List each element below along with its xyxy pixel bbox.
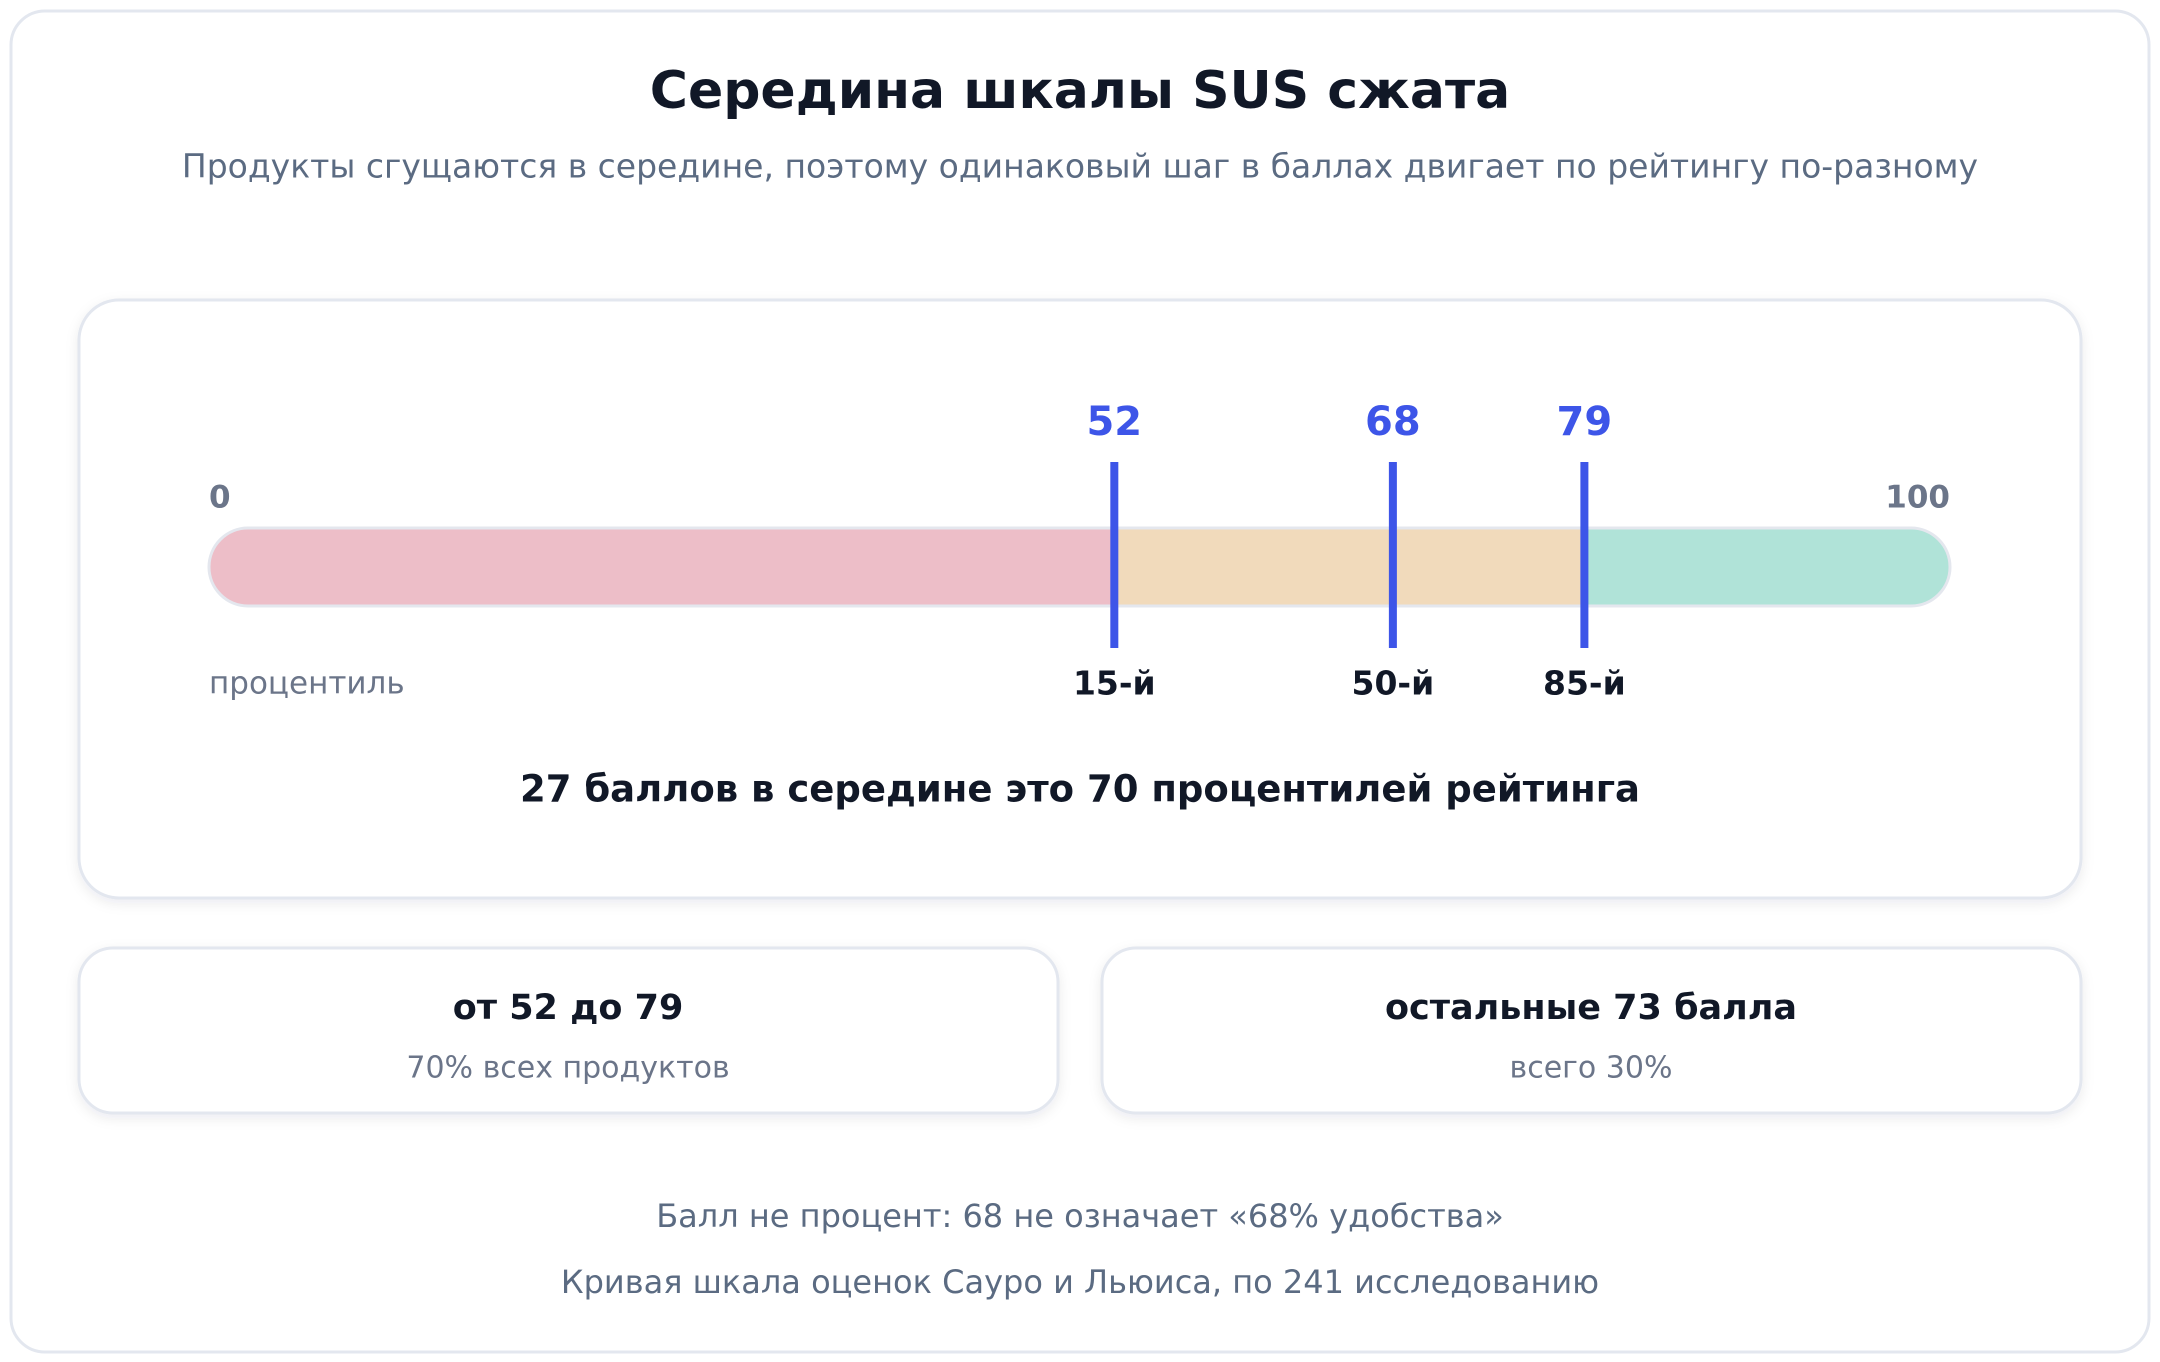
card bbox=[77, 946, 1060, 1115]
card-text: 70% всех продуктов bbox=[406, 1051, 729, 1086]
footnote: Балл не процент: 68 не означает «68% удо… bbox=[656, 1197, 1504, 1235]
marker-percentile: 50-й bbox=[1352, 664, 1435, 703]
scale-max: 100 bbox=[1885, 480, 1950, 516]
marker-line bbox=[1388, 462, 1397, 648]
card bbox=[1100, 946, 2083, 1115]
subtitle: Продукты сгущаются в середине, поэтому о… bbox=[182, 147, 1978, 186]
bar-outline bbox=[207, 526, 1952, 608]
card-title: остальные 73 балла bbox=[1385, 988, 1797, 1028]
card-title: от 52 до 79 bbox=[453, 988, 684, 1028]
scale-min: 0 bbox=[209, 480, 231, 516]
marker-percentile: 85-й bbox=[1543, 664, 1626, 703]
summary: 27 баллов в середине это 70 процентилей … bbox=[520, 768, 1640, 811]
axis-label: процентиль bbox=[209, 666, 405, 702]
segment-mid bbox=[1114, 528, 1585, 606]
marker-line bbox=[1580, 462, 1589, 648]
segment-low bbox=[209, 528, 1115, 606]
card-text: всего 30% bbox=[1510, 1051, 1673, 1086]
scale-bar bbox=[209, 528, 1950, 606]
segment-high bbox=[1584, 528, 1950, 606]
marker-line bbox=[1110, 462, 1119, 648]
scale-labels: 0 100 52 15-й 68 50-й 79 85-й bbox=[209, 399, 1950, 703]
marker-percentile: 15-й bbox=[1073, 664, 1156, 703]
title: Середина шкалы SUS сжата bbox=[650, 61, 1510, 121]
marker-value: 52 bbox=[1086, 399, 1142, 445]
footnote: Кривая шкала оценок Сауро и Льюиса, по 2… bbox=[561, 1263, 1599, 1301]
marker-value: 79 bbox=[1557, 399, 1613, 445]
marker-value: 68 bbox=[1365, 399, 1421, 445]
